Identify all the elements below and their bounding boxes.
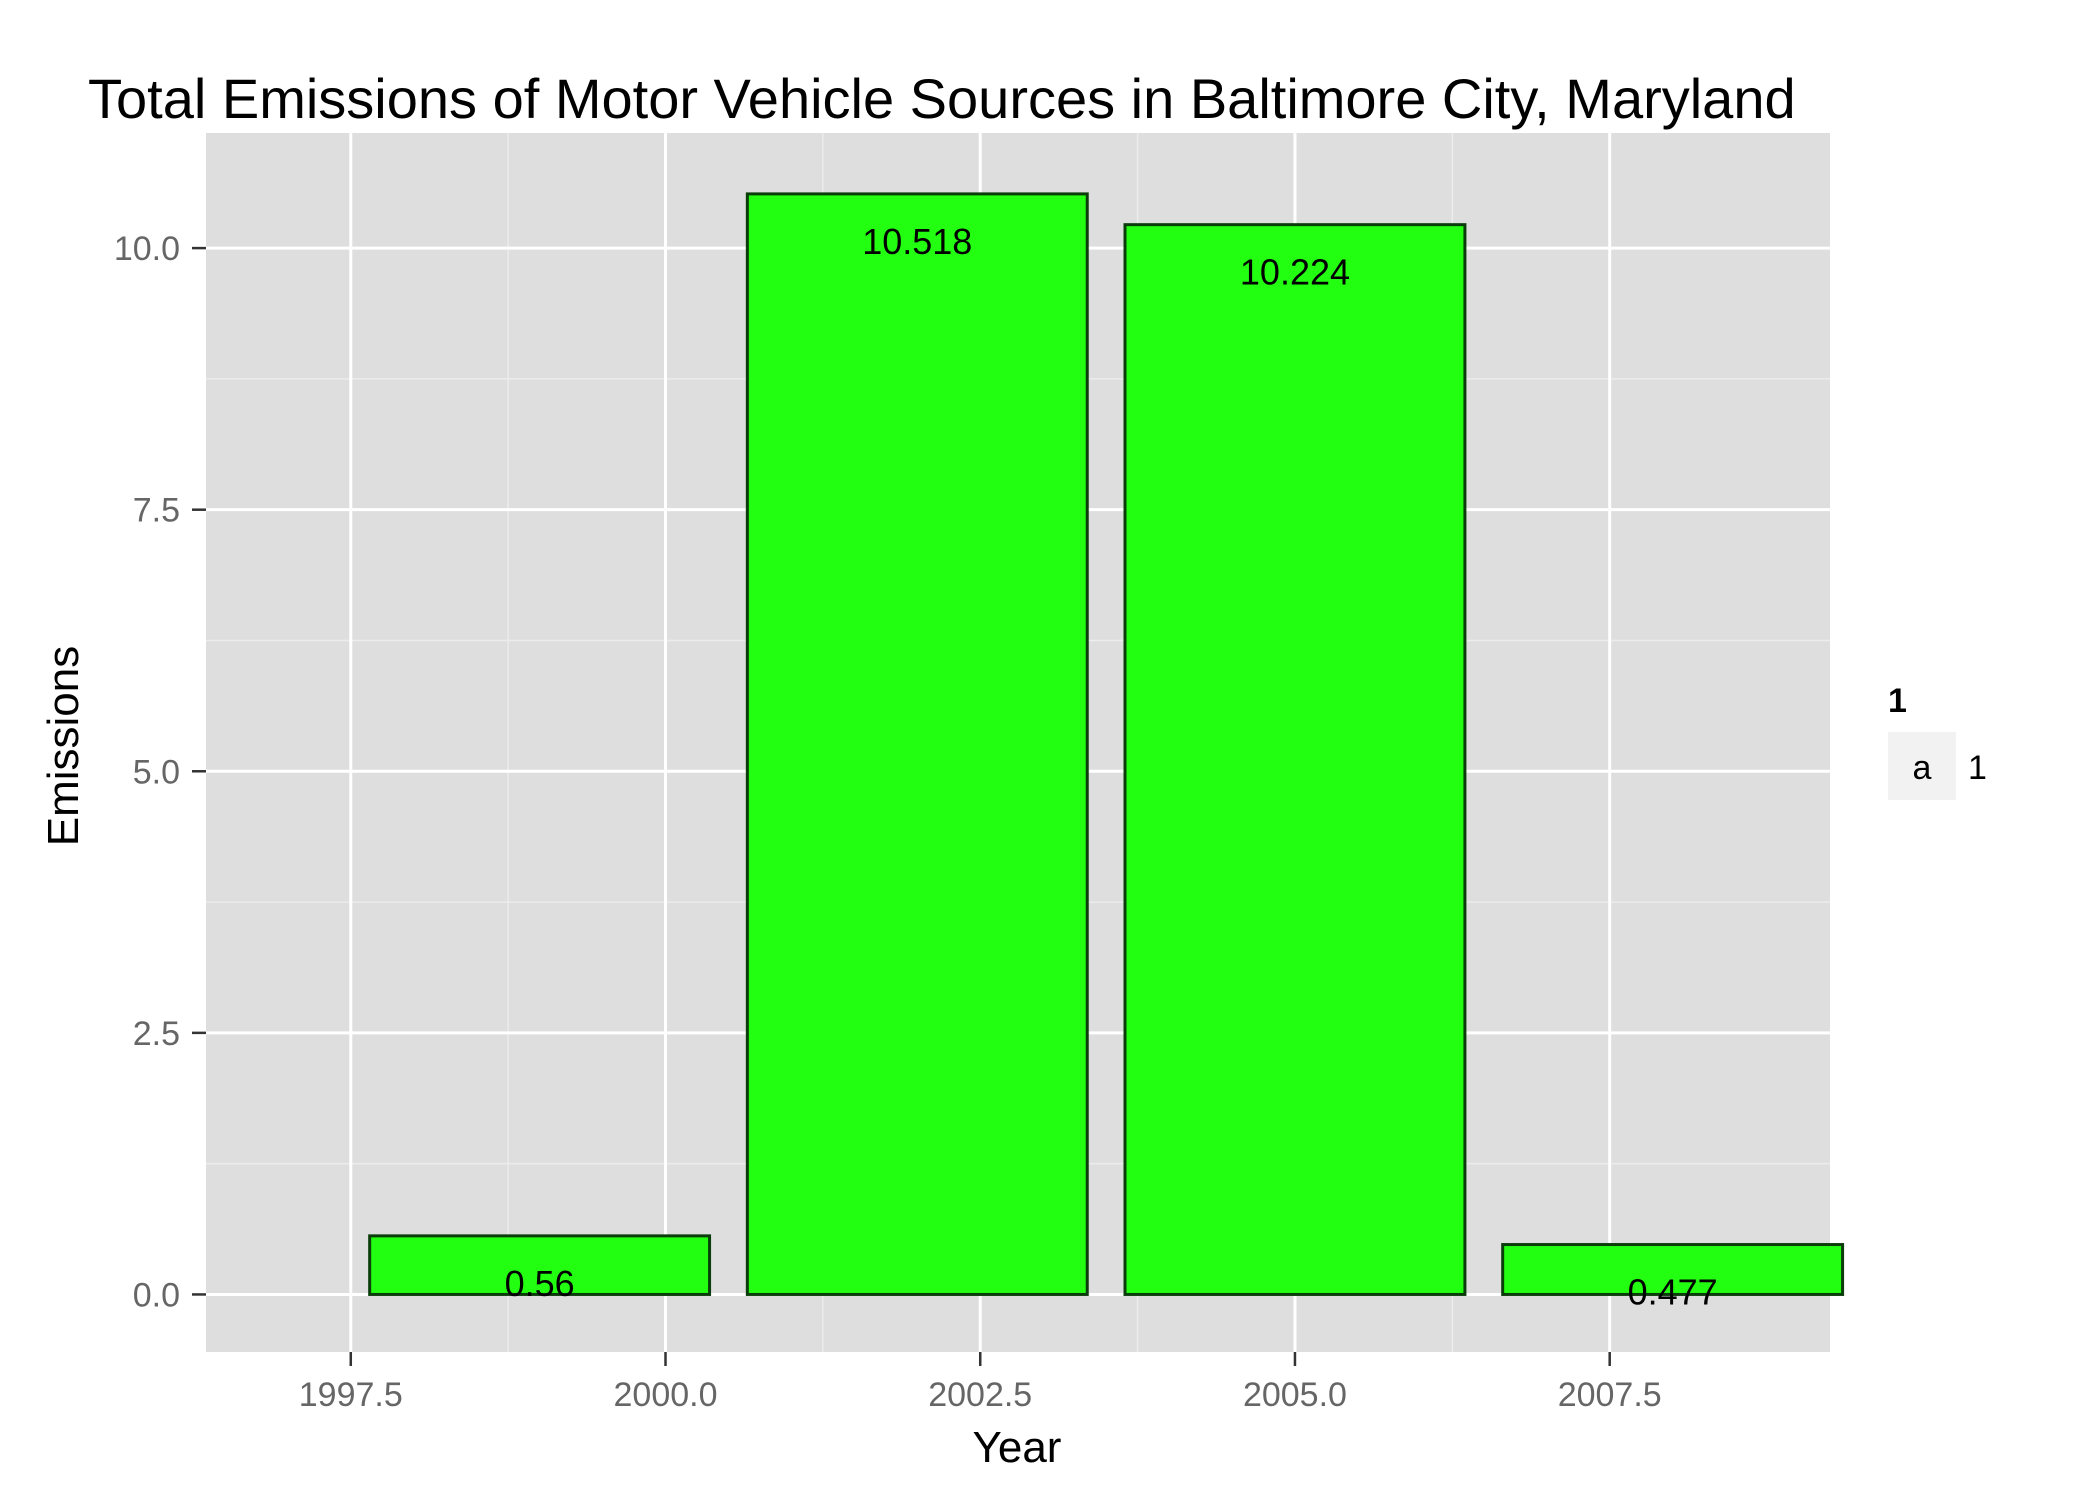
y-tick-label: 0.0 (133, 1276, 180, 1314)
bar-1999 (368, 1234, 712, 1296)
x-tick-label: 2002.5 (928, 1376, 1032, 1414)
legend-title: 1 (1888, 682, 1907, 720)
y-tick-label: 2.5 (133, 1015, 180, 1053)
x-tick-label: 2005.0 (1243, 1376, 1347, 1414)
x-axis-title: Year (973, 1423, 1062, 1472)
x-tick-label: 1997.5 (299, 1376, 403, 1414)
bar-value-label: 0.477 (1628, 1272, 1718, 1313)
bars (368, 192, 1845, 1296)
chart-title: Total Emissions of Motor Vehicle Sources… (88, 67, 1796, 130)
bar-value-label: 10.224 (1240, 252, 1350, 293)
y-axis: 0.0 2.5 5.0 7.5 10.0 (114, 230, 206, 1314)
bar-value-label: 10.518 (862, 221, 972, 262)
legend: 1 a 1 (1888, 682, 1987, 800)
x-axis: 1997.5 2000.0 2002.5 2005.0 2007.5 (299, 1352, 1662, 1414)
y-tick-label: 7.5 (133, 492, 180, 530)
bar-2008 (1501, 1243, 1845, 1296)
legend-label: 1 (1968, 749, 1987, 787)
legend-key (1888, 732, 1956, 800)
bar-labels: 0.56 10.518 10.224 0.477 (505, 221, 1718, 1313)
bar-2002 (745, 192, 1089, 1296)
x-tick-label: 2000.0 (614, 1376, 718, 1414)
y-tick-label: 5.0 (133, 753, 180, 791)
y-axis-title: Emissions (39, 646, 88, 847)
legend-key-symbol: a (1913, 749, 1932, 787)
bar-value-label: 0.56 (505, 1263, 575, 1304)
y-tick-label: 10.0 (114, 230, 180, 268)
x-tick-label: 2007.5 (1558, 1376, 1662, 1414)
bar-2005 (1123, 223, 1467, 1296)
